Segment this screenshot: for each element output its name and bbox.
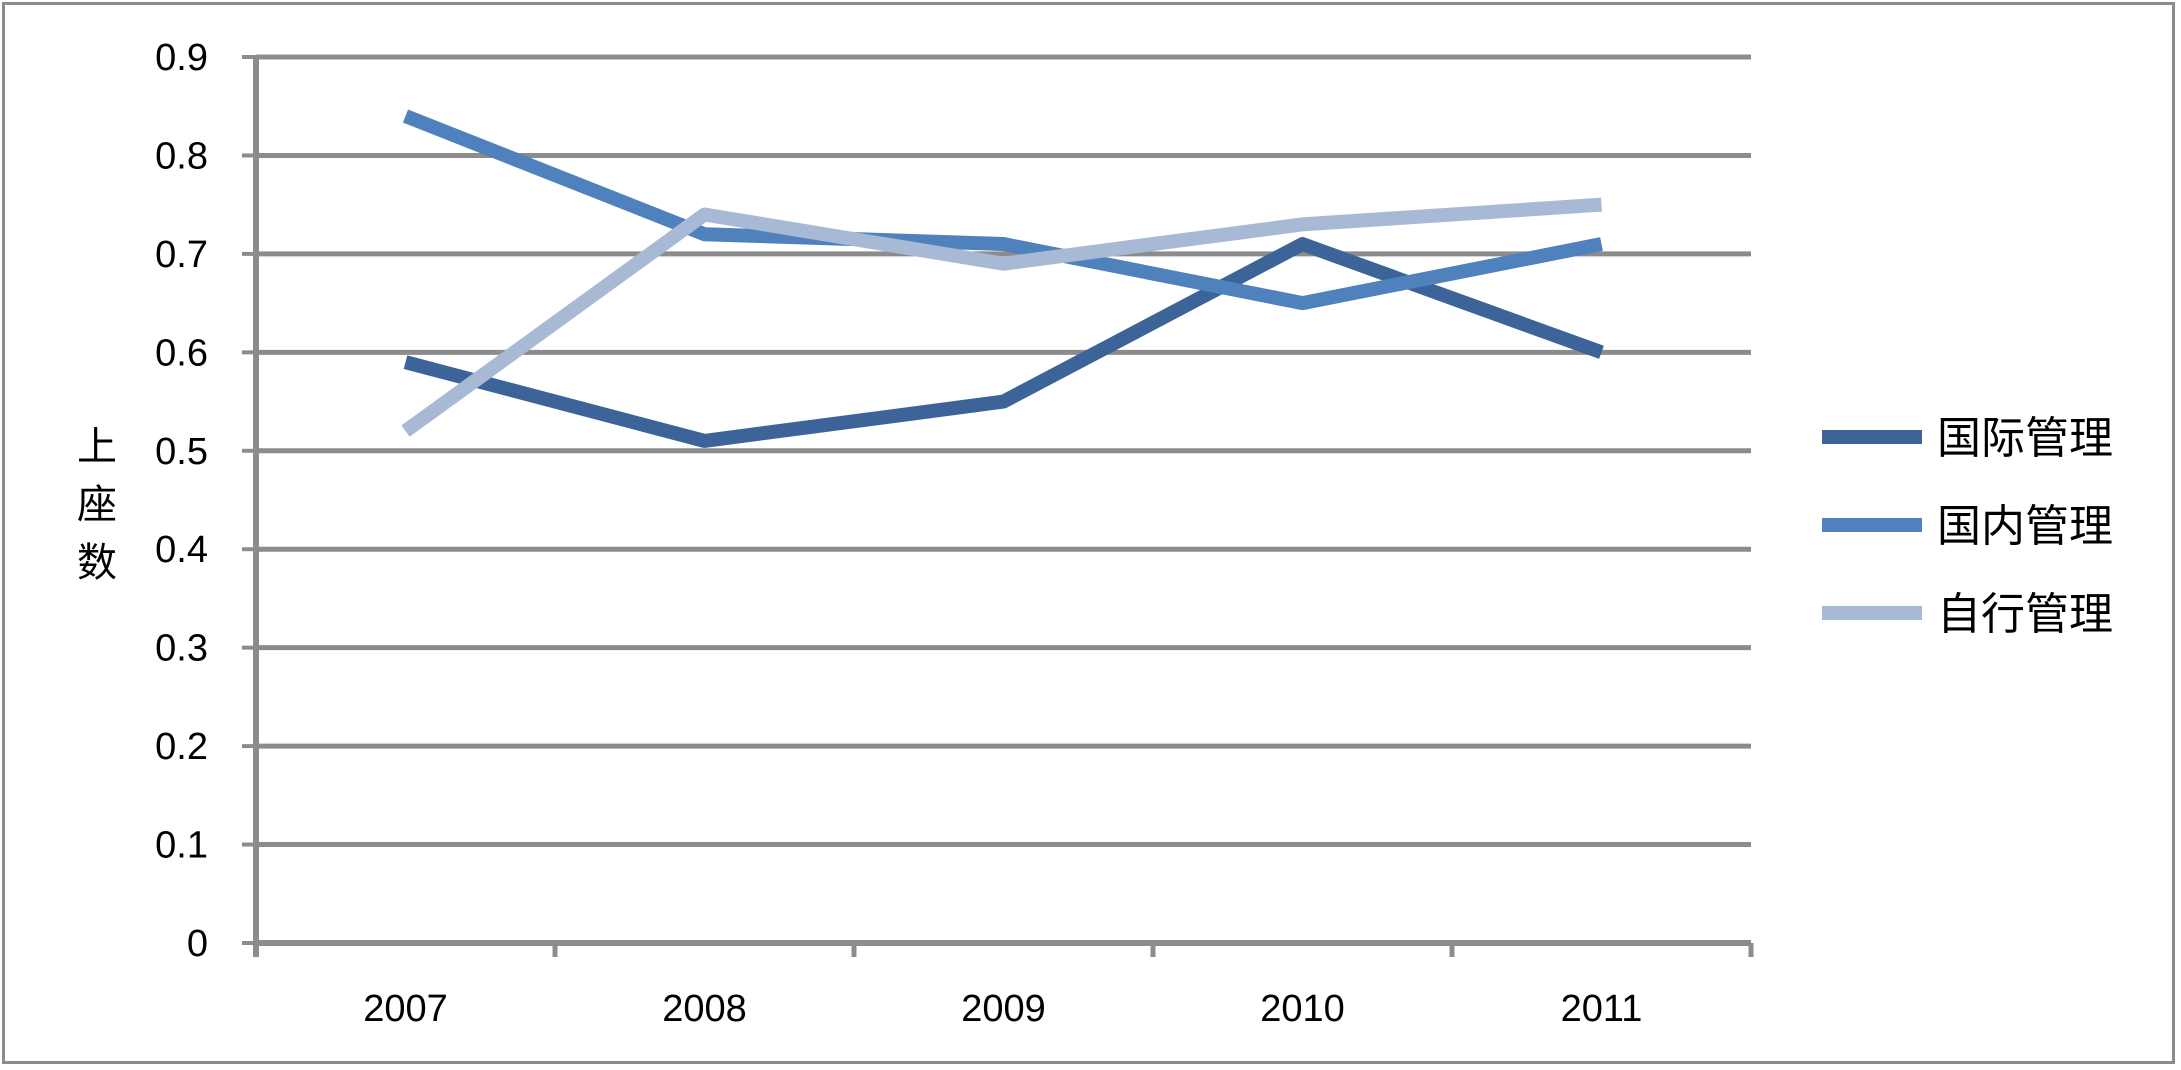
axes <box>242 55 1754 957</box>
y-axis-title-char: 上 <box>77 424 117 470</box>
legend-label: 国内管理 <box>1937 501 2113 552</box>
y-tick-label: 0.4 <box>155 529 208 571</box>
series-line <box>402 109 1603 311</box>
x-tick-label: 2011 <box>1561 988 1643 1030</box>
y-tick-label: 0.8 <box>155 135 208 177</box>
y-axis-title: 上座数 <box>77 424 117 586</box>
y-tick-label: 0.3 <box>155 628 208 670</box>
y-tick-label: 0.6 <box>155 332 208 374</box>
x-tick-label: 2009 <box>961 988 1046 1030</box>
series-line <box>401 197 1602 437</box>
y-tick-label: 0.9 <box>155 37 208 79</box>
gridlines <box>256 54 1751 848</box>
x-tick-label: 2010 <box>1260 988 1345 1030</box>
y-axis-title-char: 数 <box>77 540 117 586</box>
x-tick-label: 2008 <box>662 988 747 1030</box>
y-tick-label: 0.5 <box>155 431 208 473</box>
x-tick-label: 2007 <box>363 988 448 1030</box>
legend-label: 自行管理 <box>1937 589 2113 640</box>
y-tick-label: 0.1 <box>155 825 208 867</box>
y-tick-labels: 0 0.1 0.2 0.3 0.4 0.5 0.6 0.7 0.8 0.9 <box>155 37 208 965</box>
x-tick-labels: 2007 2008 2009 2010 2011 <box>363 988 1642 1030</box>
y-tick-label: 0.2 <box>155 726 208 768</box>
y-axis-title-char: 座 <box>77 482 117 528</box>
legend-label: 国际管理 <box>1937 413 2113 464</box>
series-lines <box>401 109 1604 448</box>
y-tick-label: 0.7 <box>155 234 208 276</box>
y-tick-label: 0 <box>187 923 208 965</box>
